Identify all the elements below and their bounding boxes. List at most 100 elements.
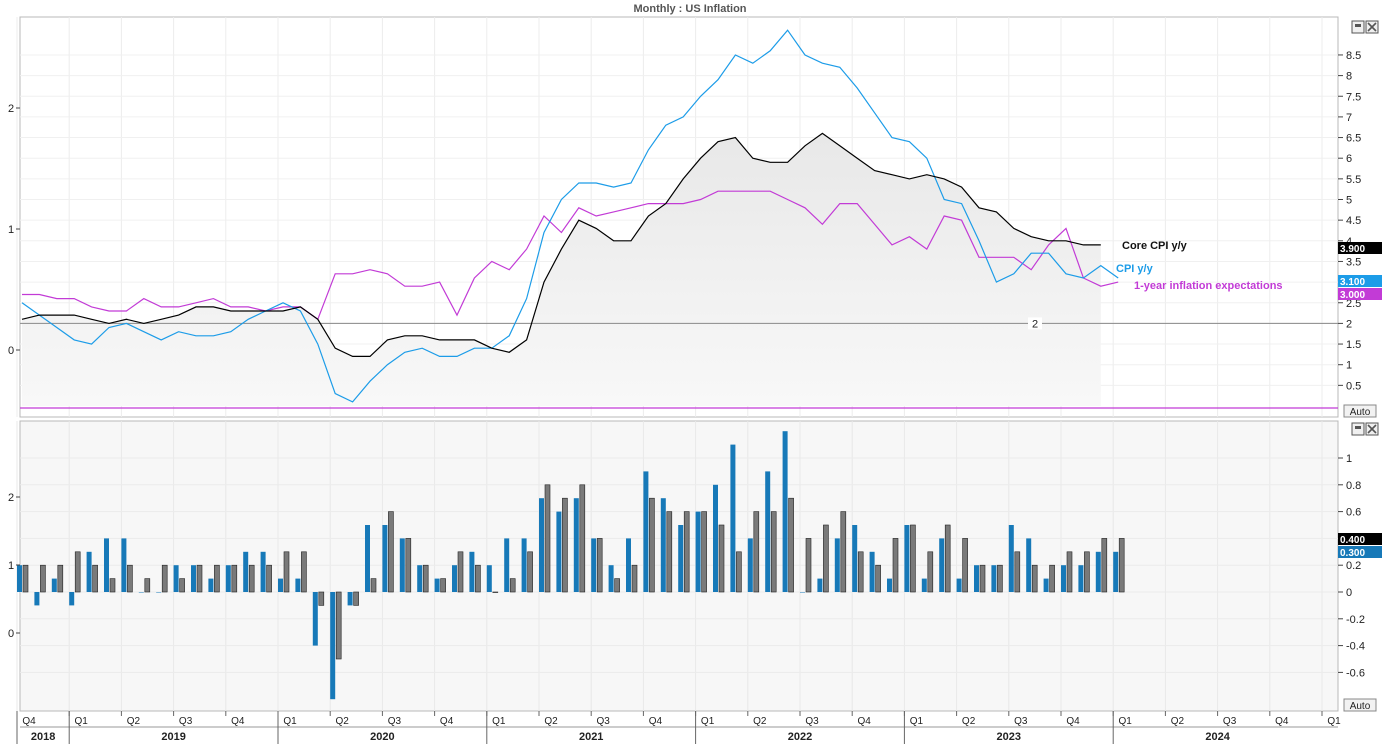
bar: [173, 565, 179, 592]
bar: [34, 592, 40, 606]
bar: [278, 578, 283, 592]
bar: [417, 565, 423, 592]
upper-last-value-tags: 3.900 3.100 3.000: [1338, 242, 1382, 301]
lower-right-axis: -0.6-0.4-0.200.20.40.60.81: [1338, 453, 1365, 679]
bar: [887, 578, 892, 592]
bar: [683, 511, 690, 593]
bar: [260, 551, 266, 592]
lower-auto-button[interactable]: [1343, 698, 1377, 712]
bar: [1095, 551, 1101, 592]
bar: [434, 578, 440, 592]
bar: [939, 538, 945, 592]
right-tick-label: 0.5: [1346, 380, 1361, 392]
bar: [579, 484, 586, 593]
bar: [69, 592, 75, 606]
right-tick-label: 7.5: [1346, 91, 1361, 103]
right-tick-label: 2.5: [1346, 298, 1361, 310]
value-tag-label: 0.400: [1340, 535, 1365, 546]
bar: [214, 564, 220, 593]
bar: [1101, 538, 1108, 593]
upper-panel-controls: [1351, 20, 1379, 34]
value-tag: [1338, 546, 1382, 558]
upper-series-lines: [21, 29, 1119, 403]
bar: [138, 592, 144, 593]
lower-auto-label[interactable]: Auto: [1350, 701, 1371, 712]
bar: [823, 524, 829, 593]
bar: [486, 565, 492, 592]
right-tick-label: 0.8: [1346, 480, 1361, 492]
right-tick-label: 0: [1346, 587, 1352, 599]
upper-auto-button[interactable]: [1343, 404, 1377, 418]
legend-label: CPI y/y: [1116, 263, 1154, 275]
right-tick-label: 4: [1346, 236, 1352, 248]
bar: [208, 578, 214, 592]
bar: [591, 538, 597, 592]
bar: [974, 565, 979, 592]
bar: [1049, 564, 1055, 593]
x-quarter-label: Q4: [22, 716, 36, 727]
bar: [695, 511, 701, 592]
bar: [1118, 538, 1125, 593]
bar: [1113, 551, 1119, 592]
bar: [573, 498, 579, 592]
x-quarter-label: Q1: [75, 716, 89, 727]
right-tick-label: 1: [1346, 360, 1352, 372]
upper-legend: Core CPI y/y CPI y/y 1-year inflation expe…: [1116, 240, 1283, 292]
bar: [283, 551, 290, 593]
bar: [713, 484, 718, 592]
right-tick-label: 0.2: [1346, 560, 1361, 572]
bar: [892, 538, 899, 593]
upper-auto-label[interactable]: Auto: [1350, 407, 1371, 418]
bar: [730, 444, 736, 592]
series-line: [21, 29, 1119, 403]
bar: [161, 564, 168, 593]
x-quarter-label: Q2: [127, 716, 141, 727]
bar: [231, 564, 238, 593]
value-tag-label: 3.000: [1340, 290, 1365, 301]
bar: [788, 497, 794, 593]
x-year-label: 2018: [31, 731, 55, 743]
bar: [121, 538, 127, 592]
bar: [469, 551, 475, 592]
bar: [857, 551, 864, 593]
upper-left-axis: 0 1 2: [8, 103, 20, 357]
bar: [840, 511, 847, 593]
chart-title: Monthly : US Inflation: [633, 3, 746, 15]
legend-label: 1-year inflation expectations: [1134, 280, 1283, 292]
bar: [944, 524, 951, 593]
upper-right-axis: 0.511.522.533.544.555.566.577.588.5: [1338, 50, 1361, 392]
bar: [1061, 565, 1066, 592]
right-tick-label: 1.5: [1346, 339, 1361, 351]
bar: [921, 578, 927, 592]
bar: [852, 525, 858, 592]
bar: [266, 564, 272, 593]
x-quarter-label: Q3: [388, 716, 402, 727]
bar: [127, 564, 133, 593]
left-tick-label: 0: [8, 345, 14, 357]
right-tick-label: 7: [1346, 112, 1352, 124]
maximize-icon-bar: [1355, 426, 1361, 429]
bar: [904, 525, 910, 592]
bar: [492, 591, 499, 593]
maximize-icon-bar: [1355, 24, 1361, 27]
bar: [504, 538, 510, 592]
bar: [556, 511, 562, 592]
x-quarter-label: Q2: [753, 716, 767, 727]
x-year-label: 2019: [161, 731, 185, 743]
x-quarter-label: Q2: [544, 716, 558, 727]
x-quarter-label: Q1: [701, 716, 715, 727]
right-tick-label: 4.5: [1346, 215, 1361, 227]
bar: [86, 551, 92, 592]
reference-label-bg: [1028, 317, 1042, 330]
x-quarter-label: Q3: [1014, 716, 1028, 727]
bar: [1066, 551, 1073, 593]
bar: [365, 525, 370, 592]
x-quarter-label: Q2: [962, 716, 976, 727]
right-tick-label: 8.5: [1346, 50, 1361, 62]
series-line: [22, 190, 1119, 321]
bar: [1031, 564, 1038, 593]
lower-last-value-tags: 0.300 0.400: [1338, 533, 1382, 559]
bar: [57, 564, 64, 593]
x-quarter-label: Q1: [1119, 716, 1133, 727]
bar: [104, 538, 109, 592]
